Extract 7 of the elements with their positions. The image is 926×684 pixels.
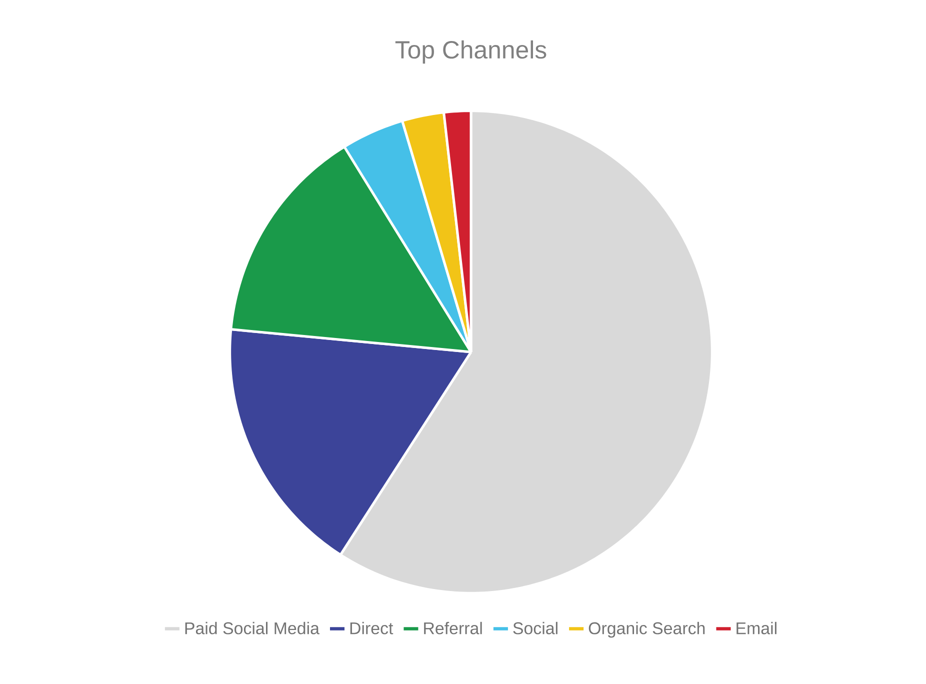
chart-title: Top Channels bbox=[395, 40, 546, 64]
legend-label: Paid Social Media bbox=[185, 622, 320, 634]
legend-label: Social bbox=[513, 622, 558, 634]
legend-label: Organic Search bbox=[588, 622, 705, 638]
legend-label: Direct bbox=[350, 622, 394, 634]
legend-label: Email bbox=[736, 622, 776, 634]
legend-label: Referral bbox=[424, 622, 482, 634]
